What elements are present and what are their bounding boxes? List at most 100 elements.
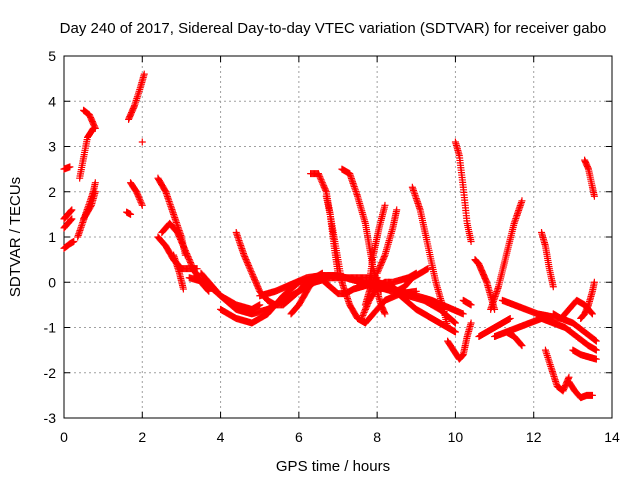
series-s32 [444, 319, 475, 363]
data-point [250, 275, 258, 283]
series-s16 [170, 251, 187, 293]
data-point [374, 268, 382, 276]
data-point [380, 254, 388, 262]
data-point [359, 311, 367, 319]
data-point [591, 336, 599, 344]
data-point [359, 310, 367, 318]
data-point [140, 70, 148, 78]
data-point [242, 256, 250, 264]
series-s39 [498, 296, 600, 345]
series-s08 [80, 188, 99, 223]
data-point [381, 201, 389, 209]
data-point [376, 262, 384, 270]
data-point [506, 314, 514, 322]
data-point [136, 195, 144, 203]
data-point [245, 262, 253, 270]
x-tick-label: 12 [526, 429, 542, 445]
y-tick-label: 3 [48, 139, 56, 155]
data-point [381, 310, 389, 318]
data-point [247, 268, 255, 276]
data-point [592, 346, 600, 354]
data-point [377, 260, 385, 268]
series-s06 [76, 124, 97, 182]
data-point [458, 352, 466, 360]
data-point [187, 259, 195, 267]
series-s03 [60, 238, 78, 252]
data-point [451, 318, 459, 326]
data-point [374, 266, 382, 274]
series-s27 [365, 201, 389, 286]
data-point [181, 247, 189, 255]
y-tick-label: 0 [48, 274, 56, 290]
data-point [138, 138, 146, 146]
data-point [321, 185, 329, 193]
data-point [590, 192, 598, 200]
data-point [518, 197, 526, 205]
data-point [467, 301, 475, 309]
y-tick-label: -3 [44, 410, 57, 426]
data-point [183, 251, 191, 259]
x-tick-label: 10 [448, 429, 464, 445]
series-s34 [459, 296, 475, 309]
data-point [249, 272, 257, 280]
data-point [251, 277, 259, 285]
data-point [67, 216, 75, 224]
series-s28 [361, 278, 389, 318]
data-point [459, 310, 467, 318]
data-point [66, 163, 74, 171]
data-point [549, 283, 557, 291]
x-tick-label: 0 [60, 429, 68, 445]
data-point [424, 265, 432, 273]
data-points [60, 70, 600, 402]
data-point [451, 328, 459, 336]
data-point [590, 278, 598, 286]
data-point [133, 189, 141, 197]
data-point [252, 278, 260, 286]
series-s33 [451, 138, 475, 246]
data-point [67, 207, 75, 215]
data-point [68, 215, 76, 223]
series-s37 [487, 197, 526, 313]
data-point [588, 391, 596, 399]
data-point [358, 313, 366, 321]
data-point [467, 319, 475, 327]
y-tick-label: 4 [48, 93, 56, 109]
data-point [254, 283, 262, 291]
data-point [193, 265, 201, 273]
data-point [314, 170, 322, 178]
data-point [393, 206, 401, 214]
data-point [132, 188, 140, 196]
data-point [252, 280, 260, 288]
data-point [247, 266, 255, 274]
data-point [376, 263, 384, 271]
data-point [91, 188, 99, 196]
series-s04 [60, 163, 74, 173]
data-point [254, 284, 262, 292]
data-point [138, 201, 146, 209]
data-point [316, 174, 324, 182]
data-point [248, 269, 256, 277]
data-point [315, 171, 323, 179]
y-tick-label: 1 [48, 229, 56, 245]
data-point [244, 260, 252, 268]
y-tick-label: -1 [44, 320, 57, 336]
series-s24 [322, 192, 342, 277]
data-point [241, 253, 249, 261]
data-point [451, 319, 459, 327]
series-s02 [60, 215, 76, 232]
data-point [320, 182, 328, 190]
x-axis-label: GPS time / hours [276, 458, 390, 475]
y-tick-label: 2 [48, 184, 56, 200]
data-point [243, 257, 251, 265]
data-point [241, 254, 249, 262]
data-point [592, 337, 600, 345]
data-point [317, 176, 325, 184]
data-point [361, 307, 369, 315]
data-point [467, 238, 475, 246]
x-tick-label: 4 [217, 429, 225, 445]
data-point [134, 192, 142, 200]
series-s38 [491, 314, 600, 354]
x-tick-label: 6 [295, 429, 303, 445]
data-point [379, 256, 387, 264]
